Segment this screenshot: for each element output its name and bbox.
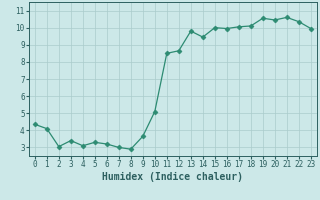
X-axis label: Humidex (Indice chaleur): Humidex (Indice chaleur) [102,172,243,182]
